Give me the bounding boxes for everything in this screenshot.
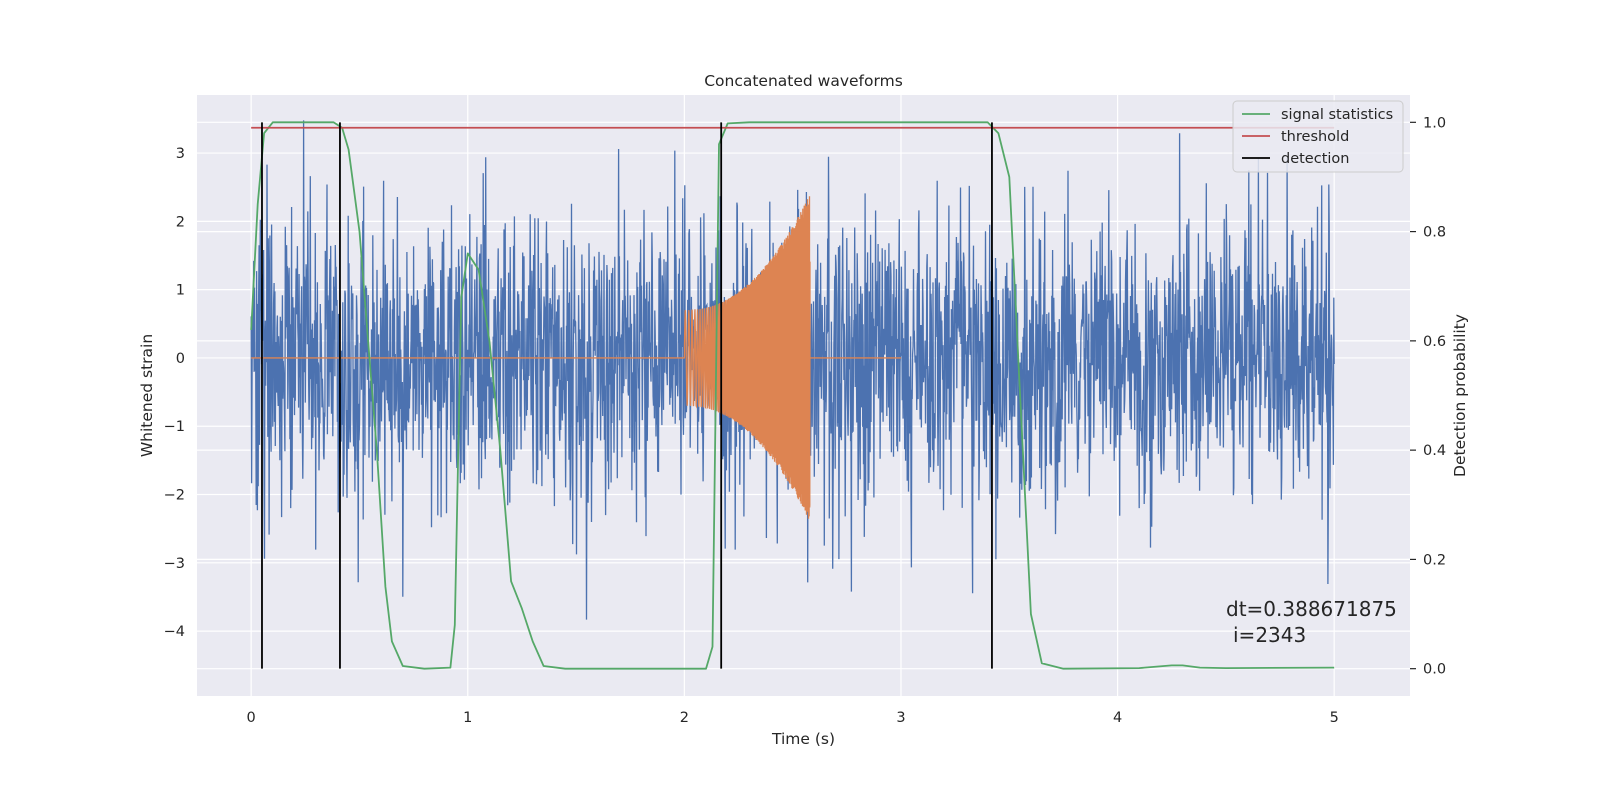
chart-title: Concatenated waveforms <box>704 72 903 90</box>
y-tick-label-0: −4 <box>164 624 185 640</box>
annotation-dt: dt=0.388671875 <box>1226 597 1397 621</box>
y2-tick-label-3: 0.6 <box>1423 334 1446 350</box>
x-tick-label-4: 4 <box>1113 710 1122 726</box>
x-tick-label-1: 1 <box>463 710 472 726</box>
y-axis-title: Whitened strain <box>138 334 156 457</box>
injection-series <box>251 196 901 519</box>
y-tick-label-4: 0 <box>176 351 185 367</box>
legend-label-threshold: threshold <box>1281 129 1349 145</box>
plot-area <box>250 120 1335 670</box>
signal-statistics-line <box>250 121 1335 670</box>
y2-tick-label-0: 0.0 <box>1423 662 1446 678</box>
y-tick-label-1: −3 <box>164 556 185 572</box>
legend-box <box>1232 100 1404 173</box>
x-tick-label-3: 3 <box>896 710 905 726</box>
y-tick-label-7: 3 <box>176 146 185 162</box>
y-tick-label-2: −2 <box>164 488 185 504</box>
y2-tick-label-4: 0.8 <box>1423 225 1446 241</box>
x-tick-label-2: 2 <box>680 710 689 726</box>
y-tick-label-5: 1 <box>176 283 185 299</box>
x-tick-label-0: 0 <box>247 710 256 726</box>
legend: signal statistics threshold detection <box>1232 100 1404 173</box>
y2-tick-label-2: 0.4 <box>1423 443 1446 459</box>
annotation-i: i=2343 <box>1233 623 1306 647</box>
y-tick-label-3: −1 <box>164 419 185 435</box>
legend-label-signal-statistics: signal statistics <box>1281 107 1393 123</box>
axes: 0 1 2 3 4 5 −4 −3 −2 −1 0 1 2 3 0.0 0.2 0.4 0.6 0.8 1.0 <box>164 115 1446 726</box>
x-tick-label-5: 5 <box>1330 710 1339 726</box>
y2-tick-label-5: 1.0 <box>1423 115 1446 131</box>
legend-label-detection: detection <box>1281 151 1349 167</box>
y-tick-label-6: 2 <box>176 214 185 230</box>
y2-tick-label-1: 0.2 <box>1423 552 1446 568</box>
x-axis-title: Time (s) <box>771 730 835 748</box>
y2-axis-title: Detection probability <box>1451 314 1469 477</box>
